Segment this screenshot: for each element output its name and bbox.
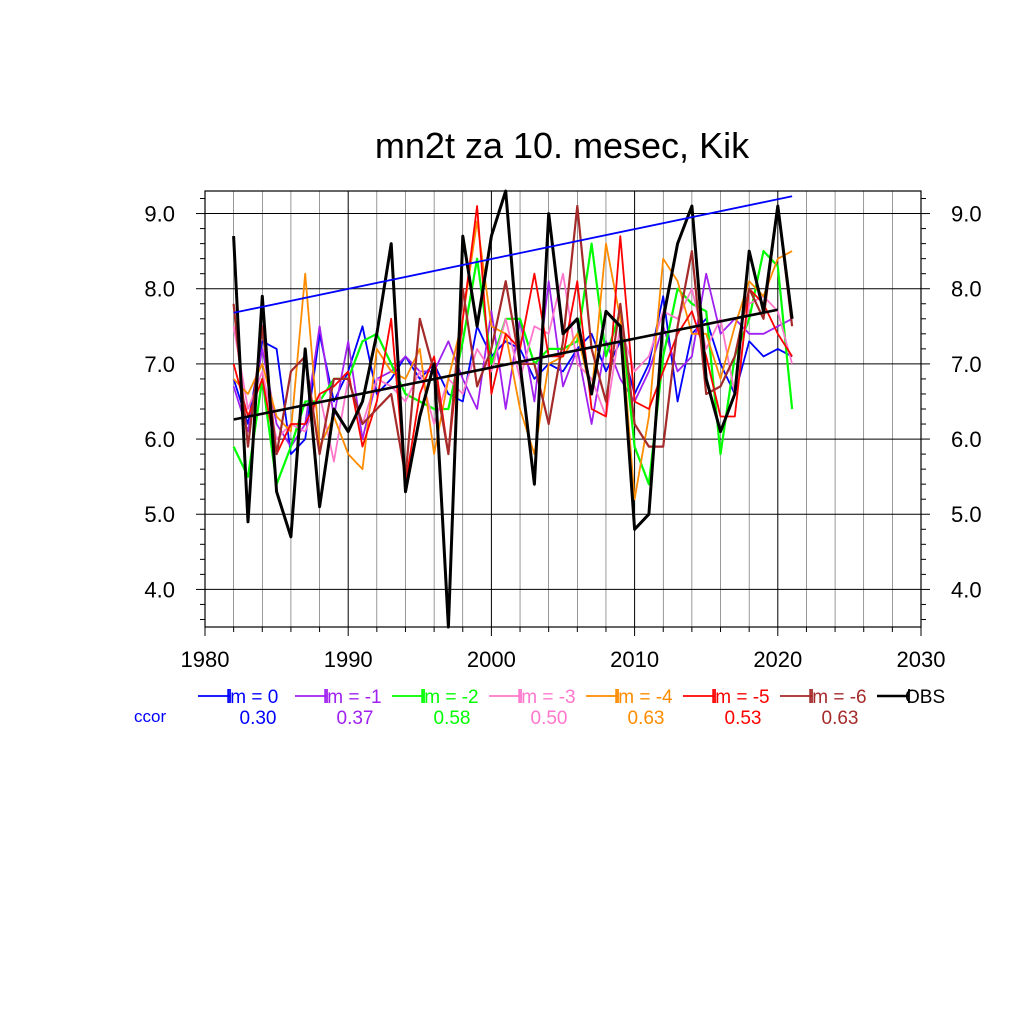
y-tick-label-left: 6.0 [144, 427, 175, 452]
legend-ccor-value: 0.63 [628, 708, 665, 729]
legend-entry: lm = -50.53 [683, 687, 770, 729]
legend-label: lm = 0 [226, 687, 278, 708]
legend-ccor-value: 0.53 [725, 708, 762, 729]
trend-layer [233, 195, 793, 421]
legend-entry: lm = -30.50 [489, 687, 576, 729]
y-tick-label-right: 5.0 [951, 502, 982, 527]
trend-line [233, 308, 779, 421]
legend-entry: lm = -40.63 [586, 687, 673, 729]
y-tick-label-right: 4.0 [951, 577, 982, 602]
series-layer [232, 189, 794, 629]
chart-title: mn2t za 10. mesec, Kik [375, 125, 750, 166]
y-tick-label-right: 7.0 [951, 352, 982, 377]
y-tick-label-left: 9.0 [144, 202, 175, 227]
legend-label: lm = -3 [517, 687, 576, 708]
legend-entry: lm = -10.37 [295, 687, 382, 729]
legend-label: lm = -4 [614, 687, 673, 708]
legend-label: lm = -5 [711, 687, 770, 708]
series-line-lm-6 [232, 204, 794, 478]
legend-ccor-value: 0.37 [337, 708, 374, 729]
y-tick-label-right: 8.0 [951, 277, 982, 302]
x-tick-label: 2030 [897, 647, 946, 672]
legend-label: lm = -2 [420, 687, 479, 708]
y-tick-label-right: 6.0 [951, 427, 982, 452]
ccor-label: ccor [134, 707, 166, 726]
legend-entry: OBS [877, 687, 945, 708]
y-tick-label-left: 8.0 [144, 277, 175, 302]
y-tick-label-left: 5.0 [144, 502, 175, 527]
y-tick-label-left: 4.0 [144, 577, 175, 602]
series-line-obs [232, 189, 794, 629]
x-tick-label: 2000 [467, 647, 516, 672]
legend-ccor-value: 0.30 [240, 708, 277, 729]
series-line-lm-5 [232, 205, 793, 486]
legend-label: OBS [905, 687, 945, 708]
x-tick-label: 1990 [324, 647, 373, 672]
legend-entry: lm = -20.58 [392, 687, 479, 729]
legend-entry: lm = 00.30 [198, 687, 278, 729]
x-tick-label: 1980 [181, 647, 230, 672]
axes: 1980 1990 2000 2010 2020 2030 4.0 4.0 5.0 5.0 6.0 6… [144, 190, 982, 672]
legend-ccor-value: 0.58 [434, 708, 471, 729]
legend-entry: lm = -60.63 [780, 687, 867, 729]
x-tick-label: 2010 [610, 647, 659, 672]
trend-line [233, 195, 793, 314]
legend-label: lm = -1 [323, 687, 382, 708]
y-tick-label-right: 9.0 [951, 202, 982, 227]
legend-label: lm = -6 [808, 687, 867, 708]
y-tick-label-left: 7.0 [144, 352, 175, 377]
x-tick-label: 2020 [753, 647, 802, 672]
legend-ccor-value: 0.50 [531, 708, 568, 729]
legend-ccor-value: 0.63 [822, 708, 859, 729]
grid [204, 190, 922, 628]
